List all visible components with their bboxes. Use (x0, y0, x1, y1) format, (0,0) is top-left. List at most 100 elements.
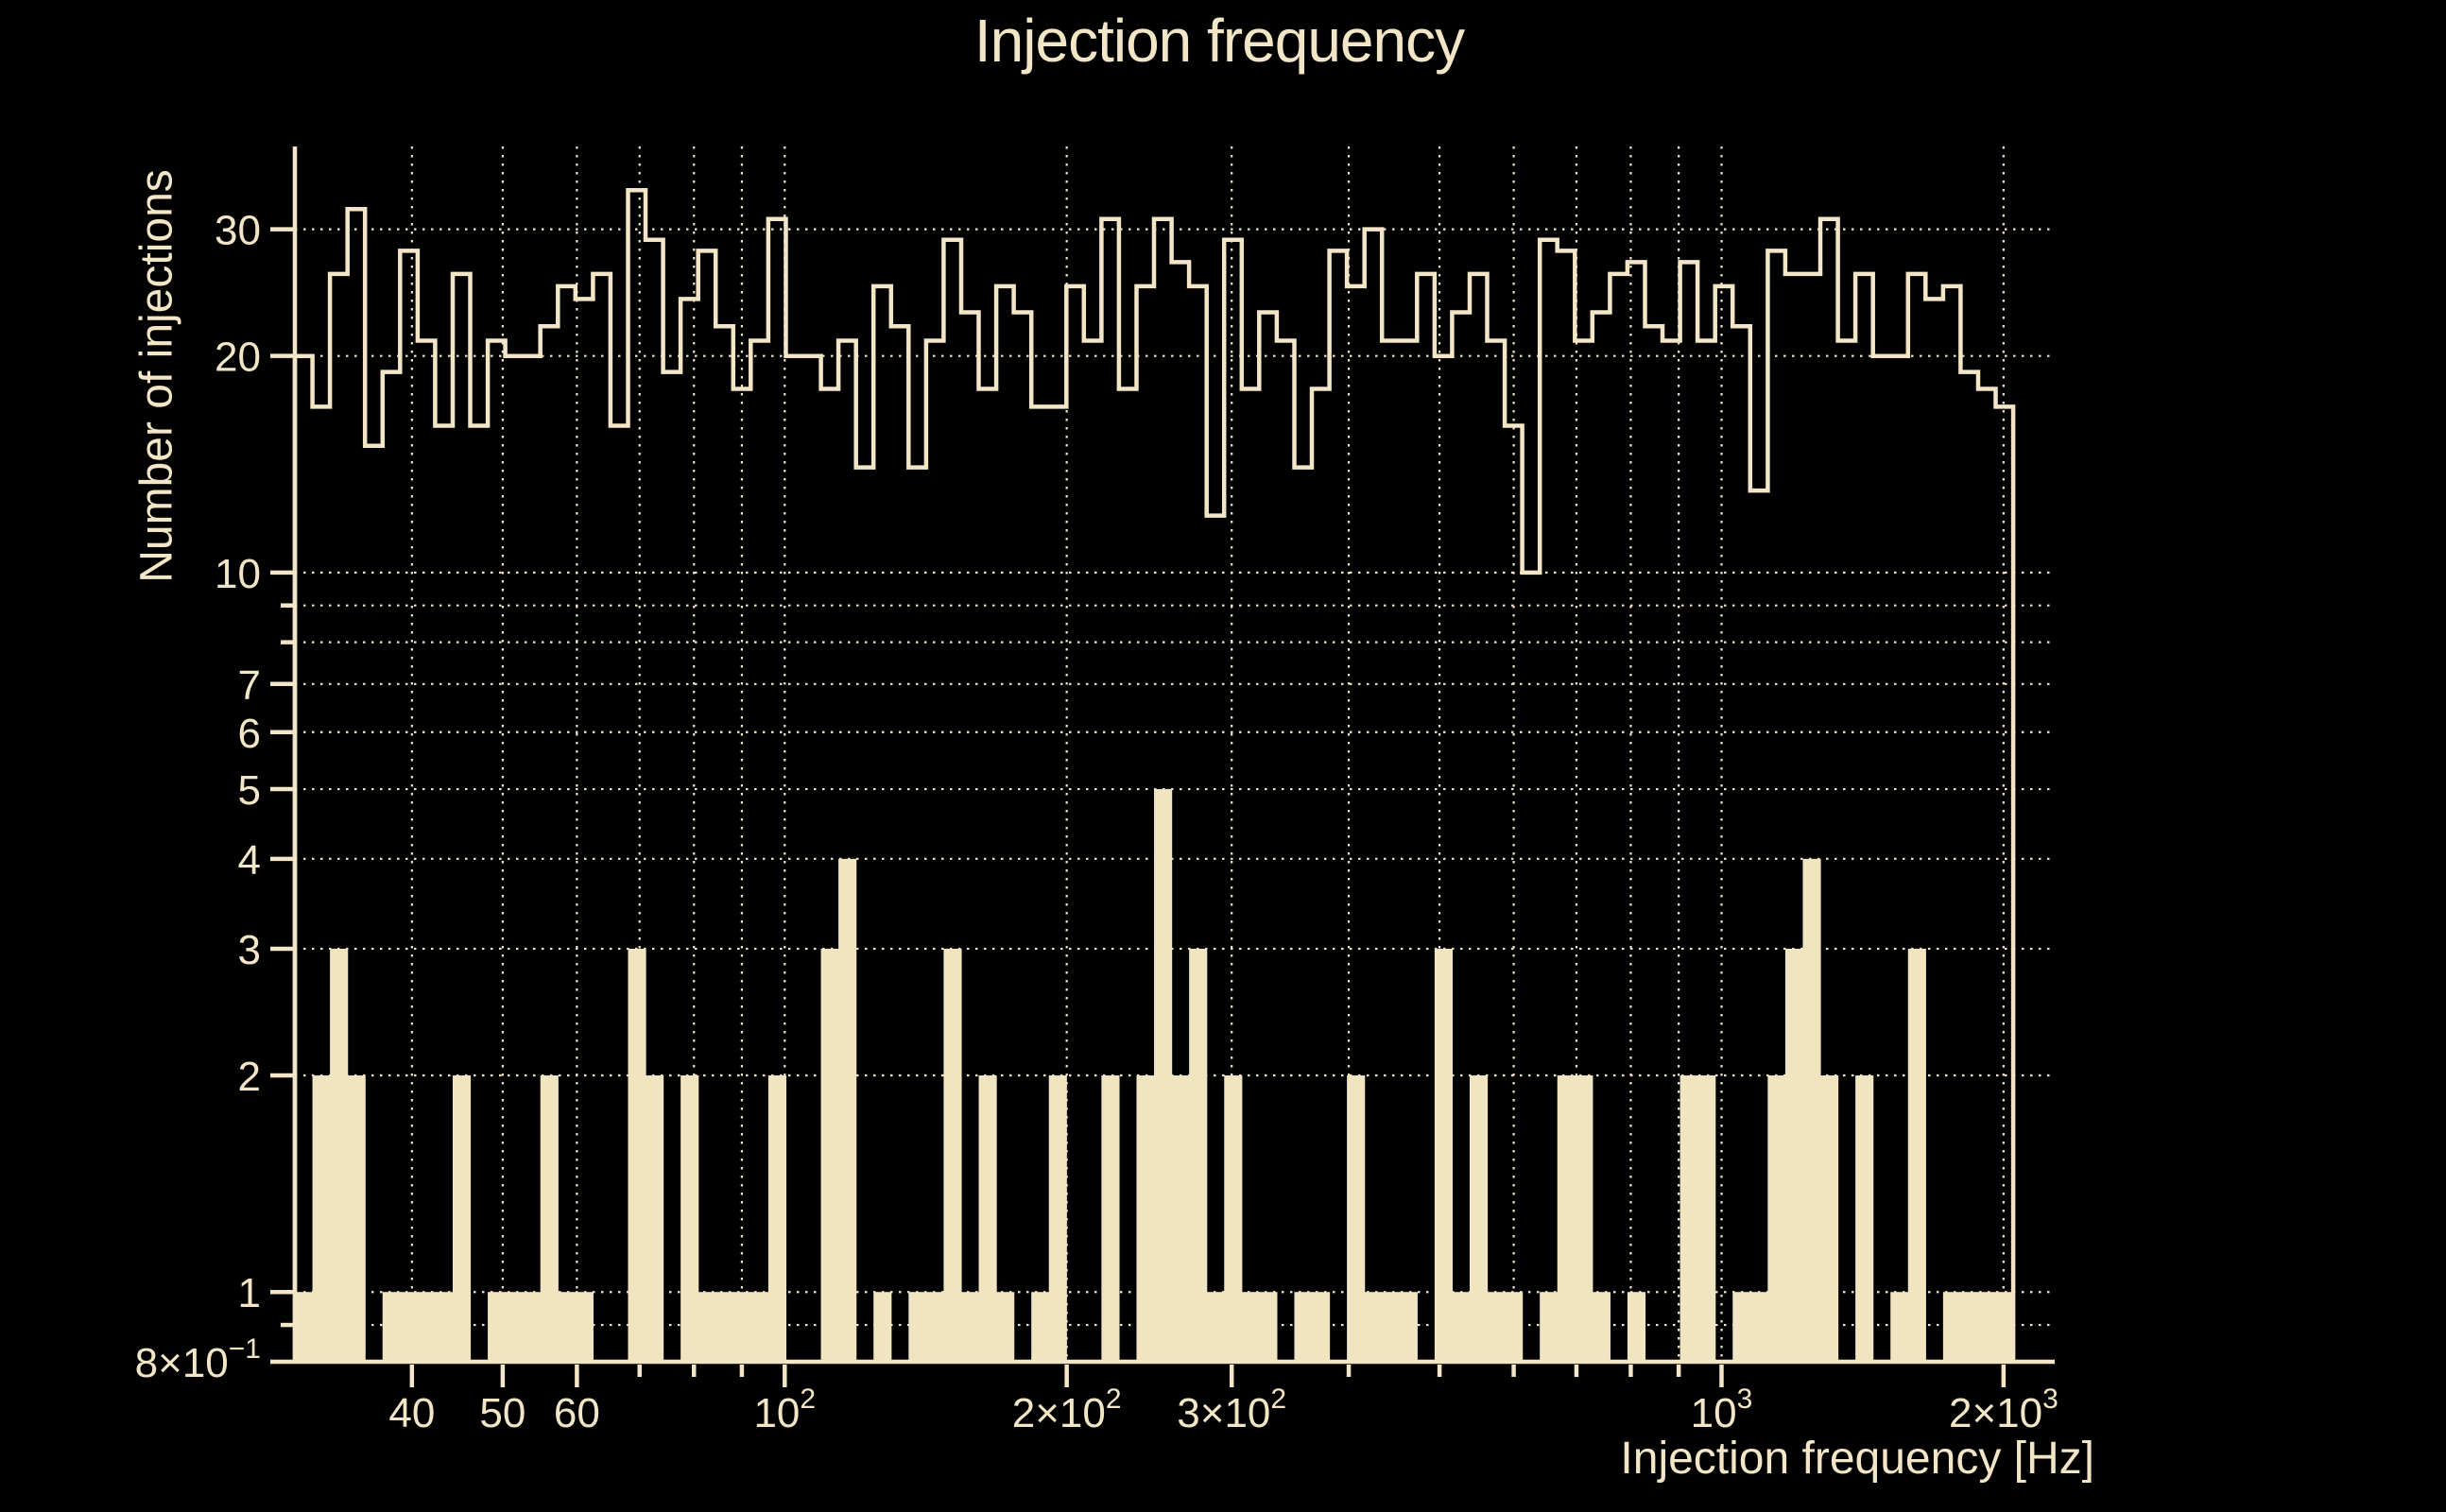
x-tick-label: 102 (753, 1383, 816, 1436)
histogram-bar (1136, 1075, 1155, 1362)
y-tick-label: 2 (238, 1054, 261, 1100)
tick-labels: 40 50 60 102 2×102 3×102 103 2×103 30 20 10 76 5 4 3 2 1… (135, 208, 2058, 1436)
histogram-bar (1364, 1292, 1383, 1362)
histogram-bar (1171, 1075, 1190, 1362)
histogram-bar (1505, 1292, 1524, 1362)
histogram-bar (1347, 1075, 1366, 1362)
histogram-bar (1557, 1075, 1576, 1362)
y-tick-label: 20 (215, 335, 261, 381)
histogram-bar (558, 1292, 577, 1362)
histogram-bar (488, 1292, 507, 1362)
histogram-bar (1784, 948, 1804, 1362)
histogram-bar (1575, 1075, 1593, 1362)
y-axis-title: Number of injections (131, 169, 182, 583)
histogram-bar (1399, 1292, 1418, 1362)
y-tick-label: 5 (238, 767, 261, 814)
histogram-bar (873, 1292, 892, 1362)
histogram-bar (996, 1292, 1015, 1362)
histogram-bar (1977, 1292, 1997, 1362)
filled-histogram-bars (295, 789, 2014, 1362)
histogram-bar (680, 1075, 699, 1362)
histogram-bar (820, 948, 839, 1362)
step-outline-histogram-line (292, 187, 2016, 1362)
histogram-bar (1241, 1292, 1260, 1362)
y-tick-label: 6 (238, 711, 261, 757)
histogram-bar (330, 948, 349, 1362)
histogram-bar (1592, 1292, 1611, 1362)
histogram-bar (1434, 948, 1454, 1362)
x-tick-label: 40 (388, 1390, 435, 1436)
histogram-bar (417, 1292, 437, 1362)
histogram-bar (1960, 1292, 1979, 1362)
histogram-bar (1294, 1292, 1313, 1362)
histogram-bar (698, 1292, 716, 1362)
histogram-bar (628, 948, 646, 1362)
y-tick-label: 3 (238, 927, 261, 973)
histogram-bar (1382, 1292, 1401, 1362)
histogram-bar (1995, 1292, 2014, 1362)
y-tick-label: 30 (215, 208, 261, 254)
chart-title: Injection frequency (973, 7, 1465, 75)
histogram-bar (505, 1292, 524, 1362)
histogram-bar (978, 1075, 997, 1362)
y-tick-label: 4 (238, 837, 261, 884)
histogram-bar (1048, 1075, 1067, 1362)
y-tick-label: 1 (238, 1270, 261, 1316)
histogram-bar (1627, 1292, 1646, 1362)
step-histogram-path (292, 187, 2016, 1362)
histogram-bar (1890, 1292, 1909, 1362)
y-tick-label: 7 (238, 662, 261, 709)
histogram-bar (960, 1292, 980, 1362)
histogram-bar (838, 858, 857, 1362)
histogram-bar (523, 1292, 542, 1362)
x-tick-label: 50 (479, 1390, 525, 1436)
histogram-bar (435, 1292, 454, 1362)
x-tick-label: 60 (554, 1390, 600, 1436)
histogram-bar (1312, 1292, 1331, 1362)
y-tick-label: 10 (215, 551, 261, 597)
histogram-bar (1767, 1075, 1786, 1362)
histogram-bar (382, 1292, 401, 1362)
histogram-bar (1907, 948, 1926, 1362)
x-axis-title: Injection frequency [Hz] (1620, 1434, 2094, 1484)
histogram-bar (943, 948, 962, 1362)
histogram-bar (540, 1075, 559, 1362)
histogram-bar (1802, 858, 1821, 1362)
histogram-bar (400, 1292, 419, 1362)
histogram-bar (1154, 789, 1173, 1362)
histogram-bar (1540, 1292, 1559, 1362)
histogram-bar (750, 1292, 769, 1362)
histogram-bar (1259, 1292, 1278, 1362)
histogram-bar (1189, 948, 1208, 1362)
histogram-bar (715, 1292, 734, 1362)
y-tick-label: 8×10−1 (135, 1333, 261, 1386)
histogram-bar (1942, 1292, 1962, 1362)
histogram-bar (1224, 1075, 1243, 1362)
histogram-bar (347, 1075, 366, 1362)
histogram-bar (1031, 1292, 1050, 1362)
histogram-bar (1820, 1075, 1839, 1362)
histogram-bar (1697, 1075, 1716, 1362)
histogram-bar (1452, 1292, 1471, 1362)
histogram-bar (767, 1075, 787, 1362)
histogram-bar (295, 1292, 314, 1362)
x-tick-label: 2×103 (1949, 1383, 2058, 1436)
histogram-bar (575, 1292, 594, 1362)
x-tick-label: 3×102 (1177, 1383, 1286, 1436)
histogram-bar (1487, 1292, 1506, 1362)
histogram-bar (1469, 1075, 1489, 1362)
histogram-bar (312, 1075, 331, 1362)
histogram-bar (646, 1075, 664, 1362)
histogram-bar (1206, 1292, 1225, 1362)
histogram-bar (1101, 1075, 1120, 1362)
histogram-bar (1855, 1075, 1874, 1362)
histogram-bar (1732, 1292, 1751, 1362)
histogram-bar (1749, 1292, 1768, 1362)
histogram-bar (908, 1292, 927, 1362)
x-tick-label: 103 (1691, 1383, 1753, 1436)
histogram-bar (1679, 1075, 1698, 1362)
histogram-bar (452, 1075, 472, 1362)
x-tick-label: 2×102 (1012, 1383, 1122, 1436)
